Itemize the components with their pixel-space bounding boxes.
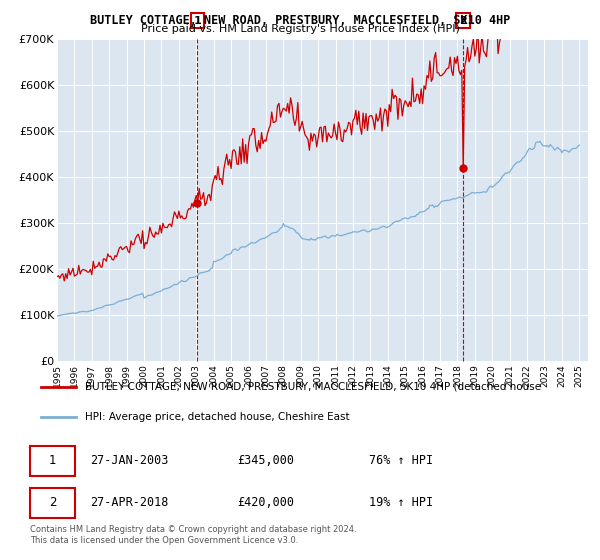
Text: 2: 2 xyxy=(459,16,467,26)
Text: BUTLEY COTTAGE, NEW ROAD, PRESTBURY, MACCLESFIELD, SK10 4HP (detached house: BUTLEY COTTAGE, NEW ROAD, PRESTBURY, MAC… xyxy=(85,382,541,392)
Text: £345,000: £345,000 xyxy=(238,454,295,467)
Text: Price paid vs. HM Land Registry's House Price Index (HPI): Price paid vs. HM Land Registry's House … xyxy=(140,24,460,34)
Text: 76% ↑ HPI: 76% ↑ HPI xyxy=(368,454,433,467)
Text: 1: 1 xyxy=(49,454,56,467)
Text: 27-APR-2018: 27-APR-2018 xyxy=(90,496,169,509)
Text: 1: 1 xyxy=(194,16,202,26)
Text: 19% ↑ HPI: 19% ↑ HPI xyxy=(368,496,433,509)
FancyBboxPatch shape xyxy=(30,446,75,475)
Text: HPI: Average price, detached house, Cheshire East: HPI: Average price, detached house, Ches… xyxy=(85,412,349,422)
Text: BUTLEY COTTAGE, NEW ROAD, PRESTBURY, MACCLESFIELD, SK10 4HP: BUTLEY COTTAGE, NEW ROAD, PRESTBURY, MAC… xyxy=(90,14,510,27)
Text: £420,000: £420,000 xyxy=(238,496,295,509)
Text: 27-JAN-2003: 27-JAN-2003 xyxy=(90,454,169,467)
Text: 2: 2 xyxy=(49,496,56,509)
Text: Contains HM Land Registry data © Crown copyright and database right 2024.
This d: Contains HM Land Registry data © Crown c… xyxy=(30,525,356,545)
FancyBboxPatch shape xyxy=(30,488,75,517)
